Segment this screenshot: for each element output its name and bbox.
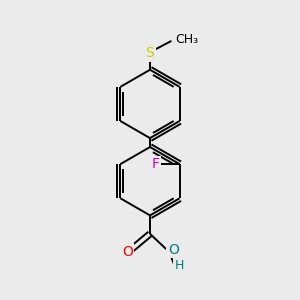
- Text: O: O: [168, 243, 179, 257]
- Text: S: S: [146, 46, 154, 60]
- Text: CH₃: CH₃: [175, 33, 198, 46]
- Text: F: F: [152, 157, 160, 171]
- Text: O: O: [122, 245, 133, 259]
- Text: H: H: [174, 259, 184, 272]
